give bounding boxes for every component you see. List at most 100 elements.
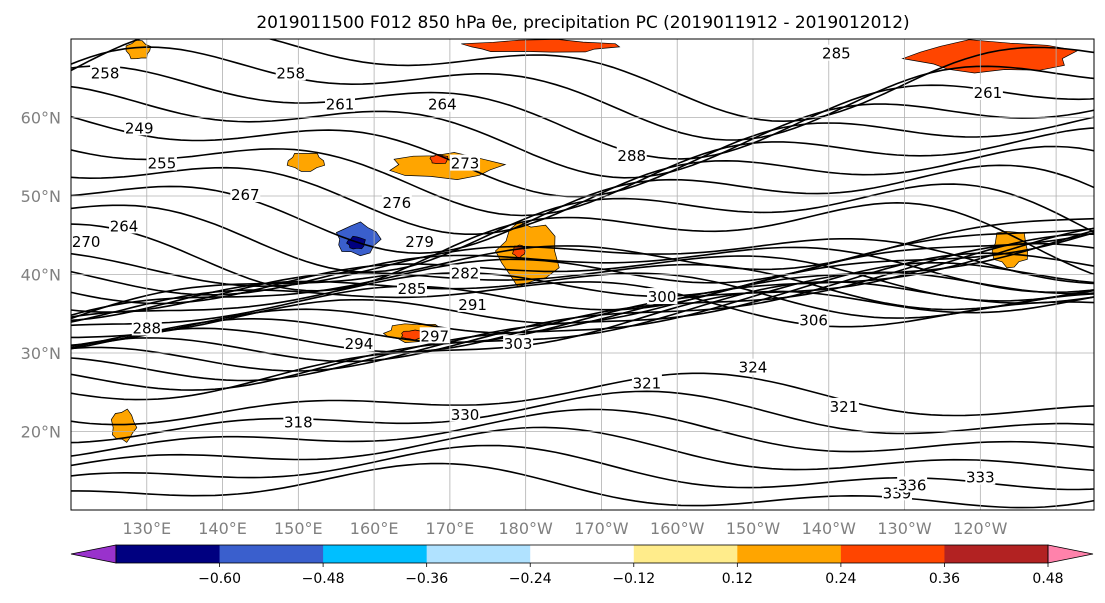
contour-label-bg xyxy=(450,264,481,281)
precip-patch xyxy=(110,408,138,443)
contour-label-bg xyxy=(343,335,374,352)
contour-label-bg xyxy=(381,193,412,210)
contour-label: 336 xyxy=(898,476,927,494)
contour-label: 264 xyxy=(110,217,139,235)
contour-label: 318 xyxy=(284,414,313,432)
contour-label-bg xyxy=(972,83,1003,100)
colorbar-tick-label: −0.60 xyxy=(198,571,241,587)
contour-label: 255 xyxy=(148,155,177,173)
contour-label: 321 xyxy=(830,398,859,416)
contour-label-bg xyxy=(90,64,121,81)
chart-title: 2019011500 F012 850 hPa θe, precipitatio… xyxy=(256,13,909,33)
theta-e-contour xyxy=(71,46,1094,141)
longitude-tick-labels: 130°E 140°E 150°E 160°E 170°E 180°W 170°W 160°W… xyxy=(122,519,1007,538)
contour-label: 294 xyxy=(345,335,374,353)
theta-e-contour xyxy=(71,290,1094,401)
contour-label-bg xyxy=(821,44,852,61)
theta-e-contour xyxy=(71,426,1094,472)
contour-label: 258 xyxy=(91,64,120,82)
theta-e-contour xyxy=(71,262,1094,372)
theta-e-contour xyxy=(71,281,1094,328)
contour-label-bg xyxy=(230,186,261,202)
contour-label-bg xyxy=(616,146,647,163)
contour-label: 285 xyxy=(398,280,427,298)
longitude-tick-label: 150°E xyxy=(274,519,323,538)
contour-label: 282 xyxy=(451,265,480,283)
contour-label-bg xyxy=(450,405,481,422)
theta-e-contour xyxy=(71,145,1094,235)
contour-label: 279 xyxy=(405,233,434,251)
longitude-tick-label: 120°W xyxy=(953,519,1008,538)
contour-label-bg xyxy=(450,154,481,171)
contour-label: 276 xyxy=(383,194,412,212)
colorbar-extend-low xyxy=(70,544,117,564)
theta-e-contours xyxy=(71,39,1094,509)
contour-label: 261 xyxy=(326,96,355,114)
longitude-tick-label: 150°W xyxy=(726,519,781,538)
colorbar-segment xyxy=(426,545,531,563)
gridlines xyxy=(71,39,1094,510)
contour-label-bg xyxy=(419,327,450,344)
colorbar-segment xyxy=(219,545,324,563)
contour-label-bg xyxy=(404,233,435,250)
theta-e-contour xyxy=(71,408,1094,457)
contour-label-bg xyxy=(71,233,102,250)
precip-patch xyxy=(286,152,326,172)
colorbar-tick-label: −0.12 xyxy=(612,571,655,587)
latitude-tick-label: 40°N xyxy=(21,266,61,285)
colorbar-segment xyxy=(323,545,428,563)
latitude-tick-label: 20°N xyxy=(21,423,61,442)
longitude-tick-label: 140°W xyxy=(802,519,857,538)
latitude-tick-label: 50°N xyxy=(21,187,61,206)
contour-label-bg xyxy=(109,217,140,234)
longitude-tick-label: 130°W xyxy=(877,519,932,538)
contour-label-bg xyxy=(897,476,928,493)
theta-e-contour xyxy=(71,390,1094,444)
contour-label: 321 xyxy=(633,374,662,392)
latitude-tick-labels: 20°N 30°N 40°N 50°N 60°N xyxy=(21,109,61,442)
colorbar-segment xyxy=(530,545,635,563)
colorbar-tick-label: 0.24 xyxy=(825,571,856,587)
contour-label: 303 xyxy=(504,335,533,353)
contour-label: 264 xyxy=(428,96,457,114)
contour-label-bg xyxy=(146,154,177,171)
contour-label-bg xyxy=(965,468,996,485)
theta-e-contour xyxy=(71,201,1094,292)
colorbar-frame xyxy=(115,544,1049,564)
colorbar-tick-label: −0.48 xyxy=(302,571,345,587)
theta-e-contour xyxy=(71,115,1094,198)
theta-e-contour xyxy=(71,227,1094,317)
contour-label-bg xyxy=(503,335,534,352)
contour-label: 300 xyxy=(648,288,677,306)
contour-label-bg xyxy=(275,64,306,81)
contour-label-bg xyxy=(828,397,859,414)
theta-e-contour xyxy=(71,272,1094,322)
contour-label-bg xyxy=(798,311,829,328)
colorbar-segment xyxy=(944,545,1049,563)
contour-label-bg xyxy=(427,95,458,112)
theta-e-contour xyxy=(71,227,1094,346)
contour-label: 330 xyxy=(451,406,480,424)
longitude-tick-label: 180°W xyxy=(498,519,553,538)
contour-label: 261 xyxy=(974,84,1003,102)
colorbar: −0.60 −0.48 −0.36 −0.24 −0.12 0.12 0.24 0.36 0.4… xyxy=(70,544,1094,587)
contour-label: 249 xyxy=(125,119,154,137)
theta-e-contour xyxy=(71,217,1094,320)
contour-label: 273 xyxy=(451,155,480,173)
colorbar-segment xyxy=(840,545,945,563)
contour-label-bg xyxy=(283,413,314,430)
theta-e-contour xyxy=(71,85,1094,179)
contour-label: 288 xyxy=(132,319,161,337)
theta-e-contour xyxy=(71,252,1094,363)
theta-e-contour xyxy=(71,65,1094,160)
map-frame xyxy=(70,38,1095,511)
contour-label-bg xyxy=(124,119,155,136)
contour-label: 333 xyxy=(966,469,995,487)
longitude-tick-label: 170°E xyxy=(426,519,475,538)
theta-e-contour xyxy=(71,263,1094,313)
precip-patch xyxy=(461,39,621,53)
contour-label: 306 xyxy=(799,312,828,330)
contour-label: 288 xyxy=(617,147,646,165)
theta-e-contour xyxy=(71,271,1094,382)
